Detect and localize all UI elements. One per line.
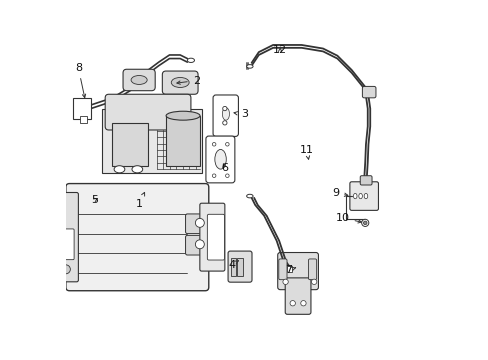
Ellipse shape bbox=[246, 194, 253, 198]
Bar bbox=[80, 116, 87, 123]
Ellipse shape bbox=[222, 107, 226, 111]
Text: 7: 7 bbox=[285, 265, 295, 275]
Bar bbox=[230, 258, 236, 276]
Bar bbox=[73, 98, 91, 119]
FancyBboxPatch shape bbox=[349, 182, 378, 210]
FancyBboxPatch shape bbox=[123, 69, 155, 91]
Ellipse shape bbox=[114, 166, 124, 173]
Ellipse shape bbox=[364, 193, 367, 199]
Text: 1: 1 bbox=[135, 192, 144, 209]
Ellipse shape bbox=[283, 279, 287, 284]
FancyBboxPatch shape bbox=[162, 71, 198, 94]
FancyBboxPatch shape bbox=[362, 86, 375, 98]
FancyBboxPatch shape bbox=[227, 251, 251, 282]
Bar bbox=[112, 123, 148, 166]
Ellipse shape bbox=[222, 108, 229, 120]
Ellipse shape bbox=[131, 76, 147, 85]
Ellipse shape bbox=[289, 301, 295, 306]
Ellipse shape bbox=[361, 219, 368, 226]
FancyBboxPatch shape bbox=[63, 229, 74, 260]
Text: 3: 3 bbox=[234, 109, 247, 120]
Text: 4: 4 bbox=[228, 260, 238, 270]
Ellipse shape bbox=[187, 58, 194, 63]
FancyBboxPatch shape bbox=[278, 259, 286, 280]
Ellipse shape bbox=[311, 279, 316, 284]
Bar bbox=[287, 266, 291, 272]
Ellipse shape bbox=[171, 77, 189, 87]
Polygon shape bbox=[102, 109, 201, 173]
Text: 5: 5 bbox=[91, 195, 98, 205]
Bar bbox=[165, 116, 200, 166]
FancyBboxPatch shape bbox=[66, 184, 208, 291]
Ellipse shape bbox=[246, 64, 253, 68]
Bar bbox=[237, 258, 242, 276]
Ellipse shape bbox=[300, 301, 305, 306]
FancyBboxPatch shape bbox=[277, 252, 318, 290]
Text: 6: 6 bbox=[221, 163, 228, 173]
Ellipse shape bbox=[222, 121, 226, 125]
Ellipse shape bbox=[214, 149, 226, 169]
FancyBboxPatch shape bbox=[360, 176, 371, 185]
FancyBboxPatch shape bbox=[213, 95, 238, 136]
Ellipse shape bbox=[61, 265, 70, 274]
Ellipse shape bbox=[225, 143, 229, 146]
Ellipse shape bbox=[166, 111, 200, 120]
FancyBboxPatch shape bbox=[205, 136, 234, 183]
FancyBboxPatch shape bbox=[185, 214, 210, 234]
Text: 11: 11 bbox=[299, 145, 313, 159]
Ellipse shape bbox=[363, 221, 366, 225]
FancyBboxPatch shape bbox=[105, 94, 190, 130]
FancyBboxPatch shape bbox=[185, 235, 210, 255]
FancyBboxPatch shape bbox=[200, 203, 224, 271]
Text: 10: 10 bbox=[335, 213, 361, 223]
FancyBboxPatch shape bbox=[285, 278, 310, 314]
Ellipse shape bbox=[212, 143, 216, 146]
Ellipse shape bbox=[358, 193, 362, 199]
FancyBboxPatch shape bbox=[61, 193, 78, 282]
Text: 2: 2 bbox=[177, 76, 200, 86]
Ellipse shape bbox=[195, 219, 204, 227]
FancyBboxPatch shape bbox=[207, 214, 224, 260]
Ellipse shape bbox=[195, 240, 204, 249]
Ellipse shape bbox=[212, 174, 216, 177]
Ellipse shape bbox=[353, 193, 356, 199]
Text: 8: 8 bbox=[75, 63, 85, 98]
Text: 12: 12 bbox=[272, 45, 286, 55]
Ellipse shape bbox=[225, 174, 229, 177]
FancyBboxPatch shape bbox=[308, 259, 316, 280]
Ellipse shape bbox=[132, 166, 142, 173]
Text: 9: 9 bbox=[331, 188, 347, 198]
